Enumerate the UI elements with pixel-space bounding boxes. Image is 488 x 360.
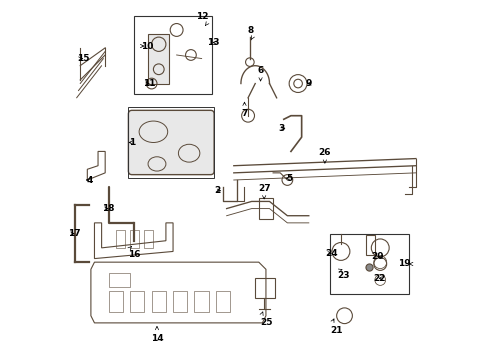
Text: 4: 4 bbox=[86, 176, 93, 185]
Text: 11: 11 bbox=[142, 79, 155, 88]
Text: 19: 19 bbox=[397, 260, 410, 269]
Text: 26: 26 bbox=[318, 148, 330, 157]
Bar bbox=[148, 33, 169, 84]
Bar bbox=[255, 278, 274, 298]
Text: 7: 7 bbox=[241, 109, 247, 118]
Bar bbox=[128, 107, 214, 178]
Text: 23: 23 bbox=[337, 271, 349, 280]
Text: 15: 15 bbox=[77, 54, 89, 63]
Text: 27: 27 bbox=[257, 184, 270, 193]
Bar bbox=[130, 230, 139, 248]
Text: 13: 13 bbox=[206, 38, 219, 47]
Text: 2: 2 bbox=[214, 186, 220, 195]
FancyBboxPatch shape bbox=[128, 111, 214, 175]
Bar bbox=[116, 230, 124, 248]
Text: 24: 24 bbox=[324, 249, 337, 258]
Text: 8: 8 bbox=[246, 26, 253, 35]
Bar bbox=[194, 291, 208, 312]
Text: 3: 3 bbox=[278, 124, 284, 133]
Text: 6: 6 bbox=[257, 66, 263, 75]
Bar bbox=[151, 291, 165, 312]
Text: 17: 17 bbox=[67, 229, 80, 238]
Text: 14: 14 bbox=[150, 334, 163, 343]
Bar bbox=[216, 291, 230, 312]
Text: 18: 18 bbox=[102, 204, 114, 213]
Bar bbox=[173, 291, 187, 312]
Text: 20: 20 bbox=[371, 252, 383, 261]
Text: 5: 5 bbox=[286, 174, 292, 183]
Text: 9: 9 bbox=[305, 79, 312, 88]
Bar bbox=[108, 273, 130, 287]
Bar bbox=[144, 230, 153, 248]
Text: 21: 21 bbox=[329, 327, 342, 336]
Circle shape bbox=[365, 264, 372, 271]
Bar bbox=[130, 291, 144, 312]
Bar bbox=[134, 16, 212, 94]
Text: 12: 12 bbox=[196, 12, 208, 21]
Text: 16: 16 bbox=[128, 249, 141, 258]
Text: 10: 10 bbox=[141, 41, 153, 50]
Bar bbox=[365, 235, 374, 255]
Bar bbox=[329, 234, 408, 294]
Bar bbox=[108, 291, 123, 312]
Text: 25: 25 bbox=[260, 318, 272, 327]
Text: 22: 22 bbox=[372, 274, 385, 283]
Text: 1: 1 bbox=[129, 138, 135, 147]
Bar bbox=[258, 198, 272, 219]
